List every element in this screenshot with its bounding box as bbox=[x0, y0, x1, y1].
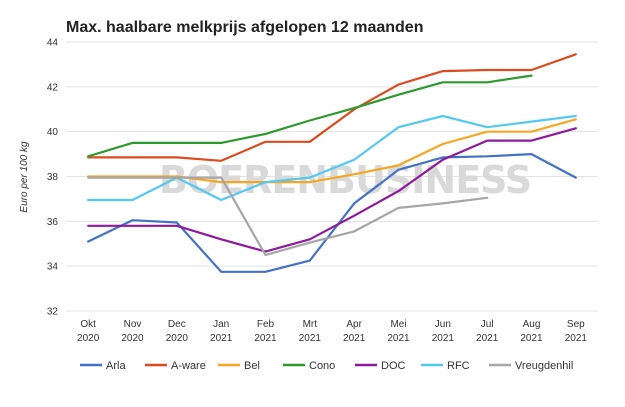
chart-title: Max. haalbare melkprijs afgelopen 12 maa… bbox=[66, 19, 423, 36]
y-tick-label: 42 bbox=[47, 82, 59, 93]
series-line-vreugdenhil bbox=[87, 176, 489, 257]
legend-label: Vreugdenhil bbox=[515, 360, 573, 372]
series-line-doc bbox=[87, 127, 577, 253]
x-tick-month: Nov bbox=[124, 319, 142, 330]
series-line-arla bbox=[87, 153, 577, 273]
legend-label: RFC bbox=[447, 360, 470, 372]
watermark-logo: BOERENBUSINESS bbox=[159, 158, 531, 202]
x-tick-month: Sep bbox=[567, 319, 585, 330]
x-tick-year: 2021 bbox=[254, 333, 277, 344]
x-tick-year: 2021 bbox=[520, 333, 543, 344]
x-tick-month: Jan bbox=[213, 319, 229, 330]
y-tick-label: 44 bbox=[47, 38, 59, 49]
y-axis-label: Euro per 100 kg bbox=[19, 141, 30, 213]
x-tick-year: 2021 bbox=[343, 333, 366, 344]
x-tick-year: 2021 bbox=[210, 333, 233, 344]
x-tick-month: Apr bbox=[346, 319, 362, 330]
legend-label: Cono bbox=[309, 360, 335, 372]
series-lines bbox=[87, 53, 577, 273]
x-tick-month: Dec bbox=[168, 319, 186, 330]
y-tick-label: 36 bbox=[47, 217, 59, 228]
y-tick-label: 32 bbox=[47, 307, 59, 318]
y-axis-ticks: 32 34 36 38 40 42 44 bbox=[47, 38, 59, 318]
x-tick-year: 2020 bbox=[166, 333, 189, 344]
y-tick-label: 40 bbox=[47, 127, 59, 138]
legend-label: Bel bbox=[244, 360, 260, 372]
x-tick-year: 2021 bbox=[299, 333, 322, 344]
x-tick-year: 2021 bbox=[432, 333, 455, 344]
x-tick-year: 2021 bbox=[565, 333, 588, 344]
legend-label: Arla bbox=[106, 360, 126, 372]
legend-label: A-ware bbox=[171, 360, 206, 372]
legend: Arla A-ware Bel Cono DOC RFC Vreugdenhil bbox=[80, 360, 573, 372]
legend-label: DOC bbox=[381, 360, 406, 372]
series-line-a-ware bbox=[87, 53, 577, 162]
y-tick-label: 38 bbox=[47, 172, 59, 183]
x-tick-month: Aug bbox=[523, 319, 541, 330]
x-tick-month: Feb bbox=[257, 319, 275, 330]
series-line-cono bbox=[87, 74, 533, 158]
x-tick-year: 2021 bbox=[387, 333, 410, 344]
x-tick-month: Okt bbox=[80, 319, 96, 330]
x-tick-month: Jul bbox=[481, 319, 494, 330]
x-axis-ticks: Okt 2020 Nov 2020 Dec 2020 Jan 2021 Feb 2021 Mrt 20… bbox=[77, 319, 587, 344]
x-tick-year: 2020 bbox=[121, 333, 144, 344]
y-tick-label: 34 bbox=[47, 262, 59, 273]
x-tick-month: Mei bbox=[390, 319, 406, 330]
x-tick-month: Mrt bbox=[303, 319, 318, 330]
x-tick-month: Jun bbox=[435, 319, 451, 330]
x-tick-year: 2021 bbox=[476, 333, 499, 344]
series-line-rfc bbox=[87, 114, 577, 202]
x-tick-year: 2020 bbox=[77, 333, 100, 344]
